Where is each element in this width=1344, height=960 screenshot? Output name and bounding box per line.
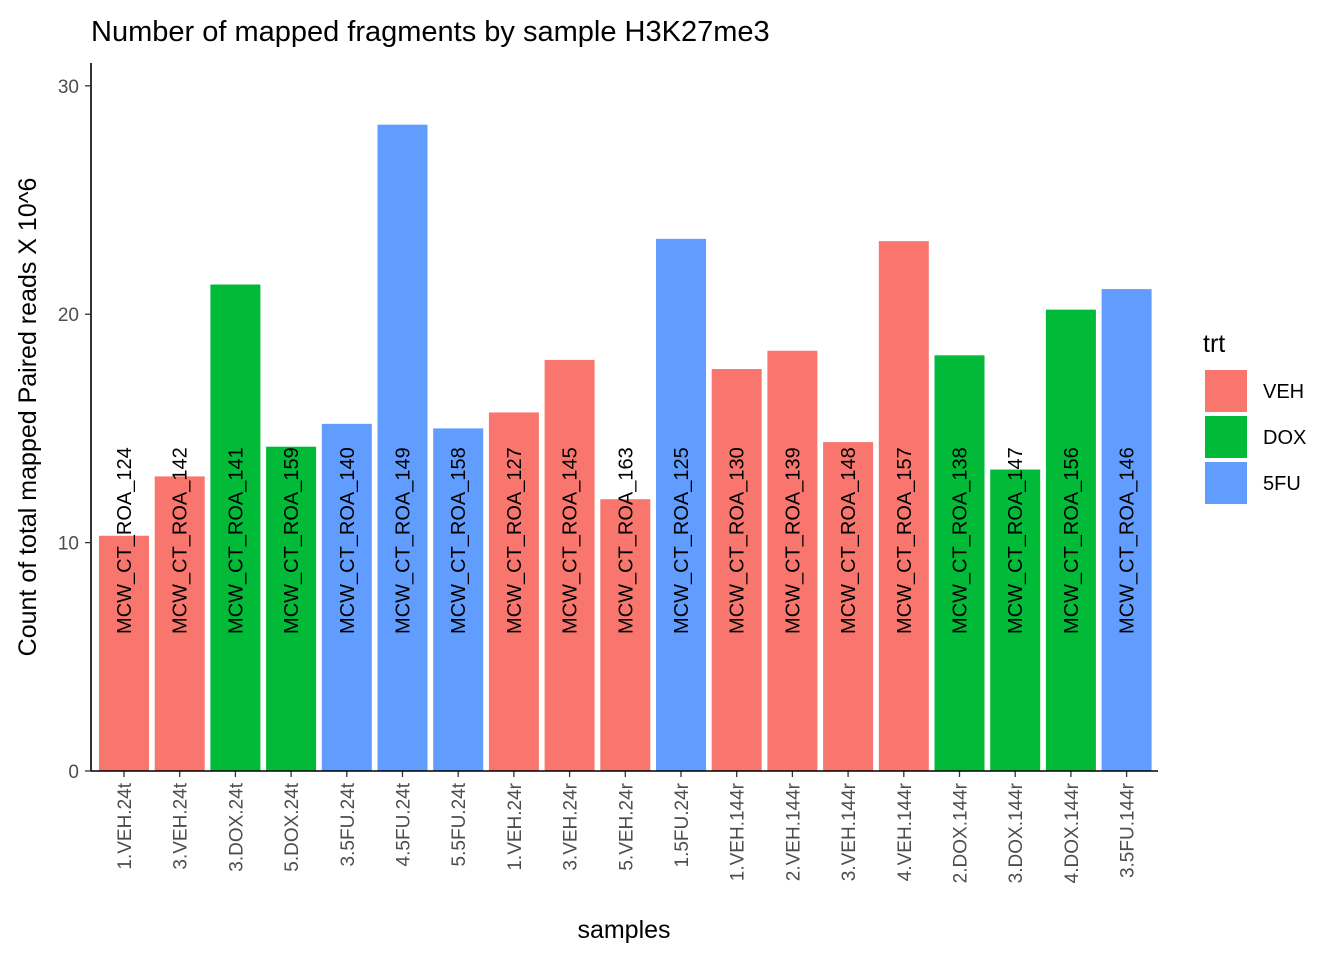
bar-label: MCW_CT_ROA_145 (560, 447, 582, 634)
bar-label: MCW_CT_ROA_138 (950, 447, 972, 634)
bar-label: MCW_CT_ROA_141 (225, 447, 247, 634)
bar-3.VEH.24r (544, 359, 595, 771)
x-tick-label: 5.5FU.24t (449, 782, 470, 866)
bar-3.5FU.24t (321, 423, 372, 771)
bar-label: MCW_CT_ROA_157 (894, 447, 916, 634)
x-tick-label: 2.VEH.144r (783, 782, 804, 881)
x-tick-label: 3.DOX.144r (1006, 782, 1027, 883)
y-tick-label: 20 (58, 305, 79, 326)
x-tick-label: 5.VEH.24r (616, 782, 637, 870)
bar-label: MCW_CT_ROA_140 (337, 447, 359, 634)
chart-title: Number of mapped fragments by sample H3K… (91, 16, 770, 48)
x-tick-label: 3.5FU.144r (1118, 782, 1139, 878)
bar-label: MCW_CT_ROA_163 (615, 447, 637, 634)
legend-key-5FU (1205, 462, 1247, 504)
y-axis-title: Count of total mapped Paired reads X 10^… (14, 178, 42, 657)
bar-1.VEH.24t (99, 535, 149, 771)
bar-label: MCW_CT_ROA_130 (727, 447, 749, 634)
legend-label: VEH (1263, 381, 1304, 403)
legend: trt VEH DOX 5FU (1203, 330, 1306, 504)
bar-3.5FU.144r (1101, 289, 1152, 771)
x-tick-label: 4.VEH.144r (895, 782, 916, 881)
bars-group (99, 124, 1152, 772)
x-tick-label: 3.DOX.24t (226, 782, 247, 871)
bar-label: MCW_CT_ROA_158 (448, 447, 470, 634)
bar-label: MCW_CT_ROA_149 (393, 447, 415, 634)
legend-key-DOX (1205, 416, 1247, 458)
bar-4.DOX.144r (1045, 309, 1096, 771)
bar-label: MCW_CT_ROA_124 (114, 447, 136, 634)
y-tick-label: 0 (68, 762, 79, 783)
y-tick-label: 30 (58, 77, 79, 98)
bar-label: MCW_CT_ROA_125 (671, 447, 693, 634)
x-tick-label: 4.5FU.24t (394, 782, 415, 866)
x-tick-label: 3.VEH.144r (839, 782, 860, 881)
x-tick-label: 1.VEH.24r (505, 782, 526, 870)
y-tick-label: 10 (58, 534, 79, 555)
y-axis: 0 10 20 30 (58, 63, 92, 783)
legend-label: 5FU (1263, 473, 1301, 495)
bar-3.VEH.24t (154, 476, 205, 771)
bar-label: MCW_CT_ROA_148 (838, 447, 860, 634)
bar-label: MCW_CT_ROA_142 (170, 447, 192, 634)
x-tick-label: 1.VEH.144r (728, 782, 749, 881)
x-tick-label: 4.DOX.144r (1062, 782, 1083, 883)
bar-3.DOX.24t (210, 284, 261, 771)
x-tick-label: 1.5FU.24r (672, 782, 693, 867)
x-tick-label: 3.VEH.24t (171, 782, 192, 869)
bar-1.5FU.24r (656, 238, 706, 772)
bar-label: MCW_CT_ROA_127 (504, 447, 526, 634)
bar-5.VEH.24r (600, 499, 651, 771)
legend-label: DOX (1263, 427, 1306, 449)
legend-key-VEH (1205, 370, 1247, 412)
bar-1.VEH.144r (711, 369, 762, 771)
bar-label: MCW_CT_ROA_147 (1005, 447, 1027, 634)
x-axis-title: samples (577, 916, 670, 944)
legend-title: trt (1203, 330, 1225, 358)
x-tick-label: 3.5FU.24t (338, 782, 359, 866)
bar-labels-group: MCW_CT_ROA_124 MCW_CT_ROA_142 MCW_CT_ROA_1… (114, 447, 1139, 634)
bar-label: MCW_CT_ROA_159 (281, 447, 303, 634)
bar-label: MCW_CT_ROA_156 (1061, 447, 1083, 634)
bar-label: MCW_CT_ROA_139 (782, 447, 804, 634)
x-tick-label: 3.VEH.24r (561, 782, 582, 870)
bar-5.5FU.24t (433, 428, 484, 771)
bar-5.DOX.24t (266, 446, 317, 771)
bar-label: MCW_CT_ROA_146 (1117, 447, 1139, 634)
bar-3.VEH.144r (823, 442, 874, 771)
bar-2.DOX.144r (934, 355, 985, 771)
x-tick-label: 5.DOX.24t (282, 782, 303, 871)
x-tick-label: 2.DOX.144r (951, 782, 972, 883)
bar-4.5FU.24t (377, 124, 428, 772)
x-tick-label: 1.VEH.24t (115, 782, 136, 869)
bar-1.VEH.24r (488, 412, 539, 771)
bar-3.DOX.144r (990, 469, 1041, 771)
x-axis: 1.VEH.24t 3.VEH.24t 3.DOX.24t 5.DOX.24t 3.5F… (91, 770, 1158, 883)
bar-4.VEH.144r (878, 241, 929, 771)
bar-2.VEH.144r (767, 350, 818, 771)
